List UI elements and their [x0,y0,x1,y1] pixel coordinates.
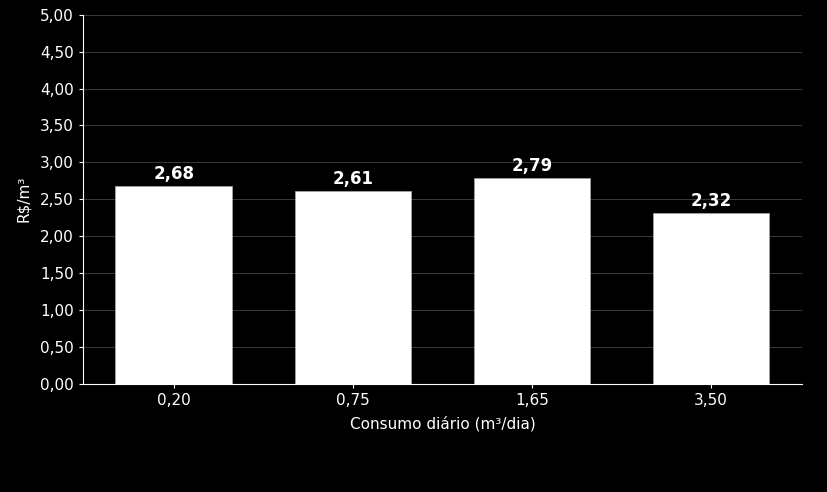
Legend: Commodity, Margem: Commodity, Margem [219,489,450,492]
Y-axis label: R$/m³: R$/m³ [17,176,31,222]
Text: 2,68: 2,68 [153,165,194,183]
Text: 2,79: 2,79 [511,157,552,175]
X-axis label: Consumo diário (m³/dia): Consumo diário (m³/dia) [350,416,535,431]
Bar [474,178,590,384]
Bar [294,191,411,384]
Bar [116,186,232,384]
Text: 2,61: 2,61 [332,170,373,188]
Text: 2,32: 2,32 [691,191,732,210]
Bar [653,213,769,384]
